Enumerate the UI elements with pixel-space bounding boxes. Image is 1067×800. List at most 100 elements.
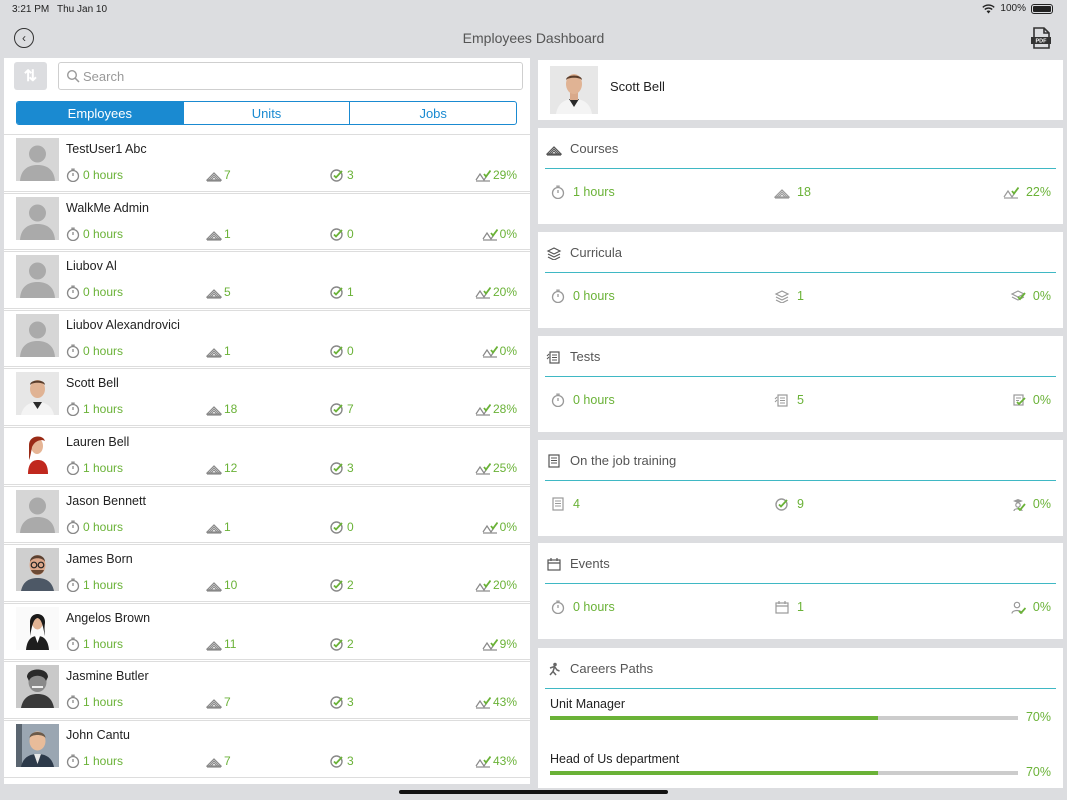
progress-metric: 20%: [475, 285, 517, 299]
section-metric-2: 18: [774, 185, 811, 199]
employee-name: Scott Bell: [66, 376, 119, 391]
employee-row[interactable]: TestUser1 Abc 0 hours 7 3 29%: [4, 134, 530, 192]
employee-row[interactable]: Lauren Bell 1 hours 12 3 25%: [4, 426, 530, 485]
courses-icon: [206, 347, 222, 358]
woman-suit-photo: [16, 606, 59, 650]
courses-metric: 7: [206, 695, 231, 709]
check-circle-icon: [330, 286, 343, 299]
nav-bar: ‹ Employees Dashboard PDF: [0, 20, 1067, 58]
avatar: [16, 313, 59, 357]
hours-value: 1 hours: [83, 753, 124, 768]
section-metric-1: 0 hours: [550, 393, 615, 407]
employee-row[interactable]: James Born 1 hours 10 2 20%: [4, 544, 530, 602]
section-metric-2: 9: [774, 497, 804, 511]
tests-card[interactable]: Tests 0 hours 5 0%: [538, 336, 1063, 432]
avatar: [16, 138, 59, 181]
pdf-export-icon[interactable]: PDF: [1029, 26, 1053, 50]
timer-icon: [66, 461, 80, 475]
courses-icon: [206, 699, 222, 709]
courses-metric: 5: [206, 285, 231, 299]
progress-value: 0%: [499, 343, 517, 358]
search-icon: [66, 69, 80, 83]
employee-row[interactable]: WalkMe Admin 0 hours 1 0 0%: [4, 192, 530, 251]
timer-icon: [66, 285, 80, 300]
courses-value: 12: [224, 460, 238, 475]
hours-value: 0 hours: [83, 226, 124, 241]
progress-metric: 25%: [475, 461, 517, 475]
progress-metric: 29%: [475, 168, 517, 182]
employee-name: Liubov Al: [66, 259, 117, 274]
tests-metric: 0: [329, 344, 354, 358]
employee-name: John Cantu: [66, 727, 130, 742]
progress-book-icon: [1003, 186, 1019, 199]
curricula-icon: [774, 290, 790, 303]
career-progress-fill: [550, 771, 878, 775]
tab-employees[interactable]: Employees: [17, 102, 184, 124]
career-paths-card: Careers Paths Unit Manager 70% Head of Us …: [538, 648, 1063, 788]
employee-row[interactable]: Liubov Al 0 hours 5 1 20%: [4, 251, 530, 309]
curricula-card[interactable]: Curricula 0 hours 1 0%: [538, 232, 1063, 328]
section-divider: [545, 583, 1056, 584]
man-white-shirt-photo: [550, 66, 598, 114]
timer-icon: [66, 695, 80, 710]
man-suit-photo: [16, 723, 59, 767]
search-input[interactable]: Search: [58, 62, 523, 90]
section-title-text: On the job training: [570, 453, 677, 468]
career-path-item[interactable]: Head of Us department 70%: [550, 752, 1051, 779]
progress-value: 0%: [499, 519, 517, 534]
courses-card[interactable]: Courses 1 hours 18 22%: [538, 128, 1063, 224]
selected-employee-name: Scott Bell: [610, 79, 665, 94]
section-title-text: Curricula: [570, 245, 623, 260]
employee-row[interactable]: Liubov Alexandrovici 0 hours 1 0 0%: [4, 309, 530, 368]
timer-icon: [551, 185, 565, 199]
section-metric-1: 0 hours: [550, 289, 615, 303]
check-circle-icon: [330, 169, 343, 182]
progress-tests-icon: [1013, 394, 1026, 406]
ojt-icon: [552, 497, 564, 511]
events-card[interactable]: Events 0 hours 1 0%: [538, 543, 1063, 639]
tests-value: 0: [347, 343, 354, 358]
on-the-job-training-card[interactable]: On the job training 4 9 0%: [538, 440, 1063, 536]
tests-metric: 2: [329, 578, 354, 592]
courses-value: 1: [224, 519, 231, 534]
career-progress-bar: [550, 771, 1018, 775]
employee-row[interactable]: Angelos Brown 1 hours 11 2 9%: [4, 602, 530, 661]
career-path-item[interactable]: Unit Manager 70%: [550, 697, 1051, 724]
back-button[interactable]: ‹: [14, 28, 34, 48]
career-progress-percent: 70%: [1025, 765, 1051, 779]
tab-units[interactable]: Units: [184, 102, 351, 124]
progress-metric: 43%: [475, 754, 517, 768]
employee-row[interactable]: Jason Bennett 0 hours 1 0 0%: [4, 485, 530, 544]
segmented-tabs: Employees Units Jobs: [16, 101, 517, 125]
avatar: [550, 66, 598, 114]
section-title: On the job training: [546, 453, 676, 468]
tab-jobs[interactable]: Jobs: [419, 105, 447, 121]
section-divider: [545, 272, 1056, 273]
progress-value: 9%: [499, 636, 517, 651]
progress-book-icon: [482, 521, 498, 534]
calendar-icon: [775, 601, 789, 614]
courses-value: 1: [224, 343, 231, 358]
timer-icon: [66, 520, 80, 534]
tests-metric: 3: [329, 461, 354, 475]
employee-row[interactable]: John Cantu 1 hours 7 3 43%: [4, 719, 530, 778]
employee-row[interactable]: Scott Bell 1 hours 18 7 28%: [4, 368, 530, 426]
hours-value: 1 hours: [83, 695, 124, 710]
section-title-text: Tests: [570, 349, 601, 364]
placeholder-photo: [16, 138, 59, 181]
courses-metric: 1: [206, 520, 231, 534]
hours-metric: 0 hours: [65, 520, 123, 534]
tests-value: 2: [347, 578, 354, 593]
sort-button[interactable]: ⇅: [14, 62, 47, 90]
metric-value: 22%: [1025, 185, 1051, 199]
courses-value: 5: [224, 285, 231, 300]
progress-metric: 28%: [475, 402, 517, 416]
check-circle-icon: [330, 696, 343, 710]
avatar: [16, 255, 59, 299]
status-bar: 3:21 PM Thu Jan 10 100%: [0, 0, 1067, 20]
status-right: 100%: [982, 3, 1053, 14]
courses-icon: [206, 523, 222, 534]
man-glasses-photo: [16, 548, 59, 592]
career-path-label: Head of Us department: [550, 752, 680, 766]
employee-row[interactable]: Jasmine Butler 1 hours 7 3 43%: [4, 661, 530, 719]
